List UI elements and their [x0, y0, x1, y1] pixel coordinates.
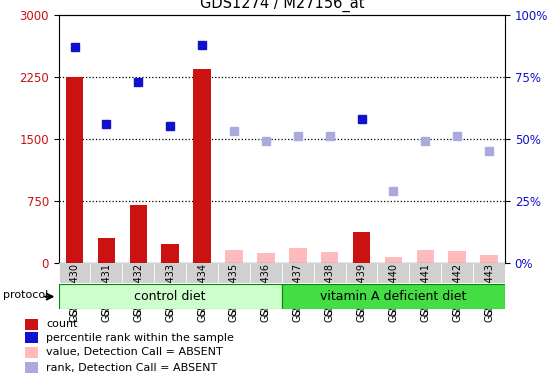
Bar	[282, 262, 314, 283]
Text: GSM27434: GSM27434	[197, 263, 207, 316]
Bar	[161, 243, 179, 262]
Bar	[129, 205, 147, 262]
Text: GSM27438: GSM27438	[325, 263, 335, 316]
Text: vitamin A deficient diet: vitamin A deficient diet	[320, 290, 466, 303]
Text: control diet: control diet	[134, 290, 206, 303]
Text: GSM27443: GSM27443	[484, 263, 494, 316]
Text: GSM27432: GSM27432	[133, 263, 143, 316]
Text: GSM27440: GSM27440	[388, 263, 398, 316]
Bar	[410, 262, 441, 283]
Bar	[225, 250, 243, 262]
Bar	[186, 262, 218, 283]
Bar	[25, 362, 38, 373]
Text: GSM27442: GSM27442	[452, 263, 462, 316]
Bar	[289, 248, 306, 262]
Text: value, Detection Call = ABSENT: value, Detection Call = ABSENT	[46, 347, 223, 357]
Bar	[257, 253, 275, 262]
Bar	[250, 262, 282, 283]
Bar	[66, 77, 83, 262]
Text: GSM27431: GSM27431	[102, 263, 112, 316]
Bar	[353, 232, 371, 262]
Bar	[59, 284, 282, 309]
Bar	[218, 262, 250, 283]
Bar	[384, 257, 402, 262]
Text: protocol: protocol	[3, 290, 48, 300]
Text: GSM27437: GSM27437	[293, 263, 303, 316]
Text: GSM27435: GSM27435	[229, 263, 239, 316]
Bar	[59, 262, 90, 283]
Title: GDS1274 / M27156_at: GDS1274 / M27156_at	[200, 0, 364, 12]
Bar	[25, 319, 38, 330]
Text: GSM27436: GSM27436	[261, 263, 271, 316]
Bar	[98, 238, 115, 262]
Text: GSM27430: GSM27430	[70, 263, 80, 316]
Bar	[321, 252, 338, 262]
Bar	[480, 255, 498, 262]
Bar	[122, 262, 154, 283]
Text: count: count	[46, 319, 78, 329]
Bar	[441, 262, 473, 283]
Bar	[314, 262, 345, 283]
Bar	[25, 346, 38, 358]
Bar	[154, 262, 186, 283]
Text: GSM27433: GSM27433	[165, 263, 175, 316]
Bar	[345, 262, 377, 283]
Bar	[282, 284, 505, 309]
Bar	[416, 250, 434, 262]
Bar	[193, 69, 211, 262]
Text: percentile rank within the sample: percentile rank within the sample	[46, 333, 234, 343]
Text: GSM27441: GSM27441	[420, 263, 430, 316]
Bar	[90, 262, 122, 283]
Bar	[473, 262, 505, 283]
Bar	[377, 262, 410, 283]
Text: GSM27439: GSM27439	[357, 263, 367, 316]
Bar	[449, 251, 466, 262]
Text: rank, Detection Call = ABSENT: rank, Detection Call = ABSENT	[46, 363, 217, 373]
Bar	[25, 332, 38, 344]
